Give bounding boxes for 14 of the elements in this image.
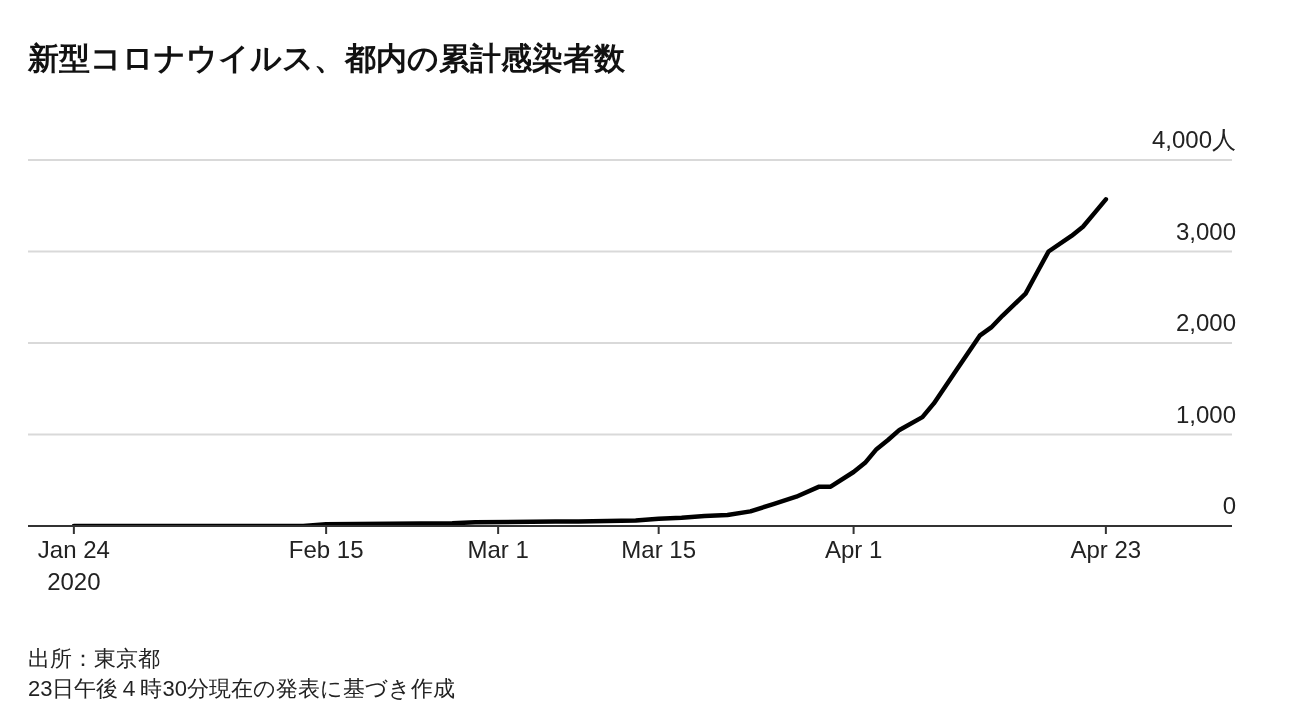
chart-title: 新型コロナウイルス、都内の累計感染者数 (27, 40, 626, 78)
y-tick-label: 0 (1222, 492, 1236, 519)
x-tick-label: Mar 1 (467, 536, 529, 563)
y-tick-label: 4,000人 (1151, 126, 1236, 153)
x-tick-label: Feb 15 (288, 536, 364, 563)
y-tick-label: 2,000 (1175, 309, 1236, 336)
y-tick-label: 1,000 (1175, 400, 1236, 428)
x-tick-label: Apr 1 (824, 536, 883, 563)
text: 出所：東京都 (28, 645, 161, 673)
x-tick-label: Jan 24 2020 (37, 536, 110, 595)
y-tick-label: 3,000 (1175, 217, 1236, 245)
x-tick-label: Apr 23 (1070, 536, 1142, 563)
text: 23日午後４時30分現在の発表に基づき作成 (28, 675, 456, 703)
x-tick-label: Mar 15 (621, 536, 697, 563)
